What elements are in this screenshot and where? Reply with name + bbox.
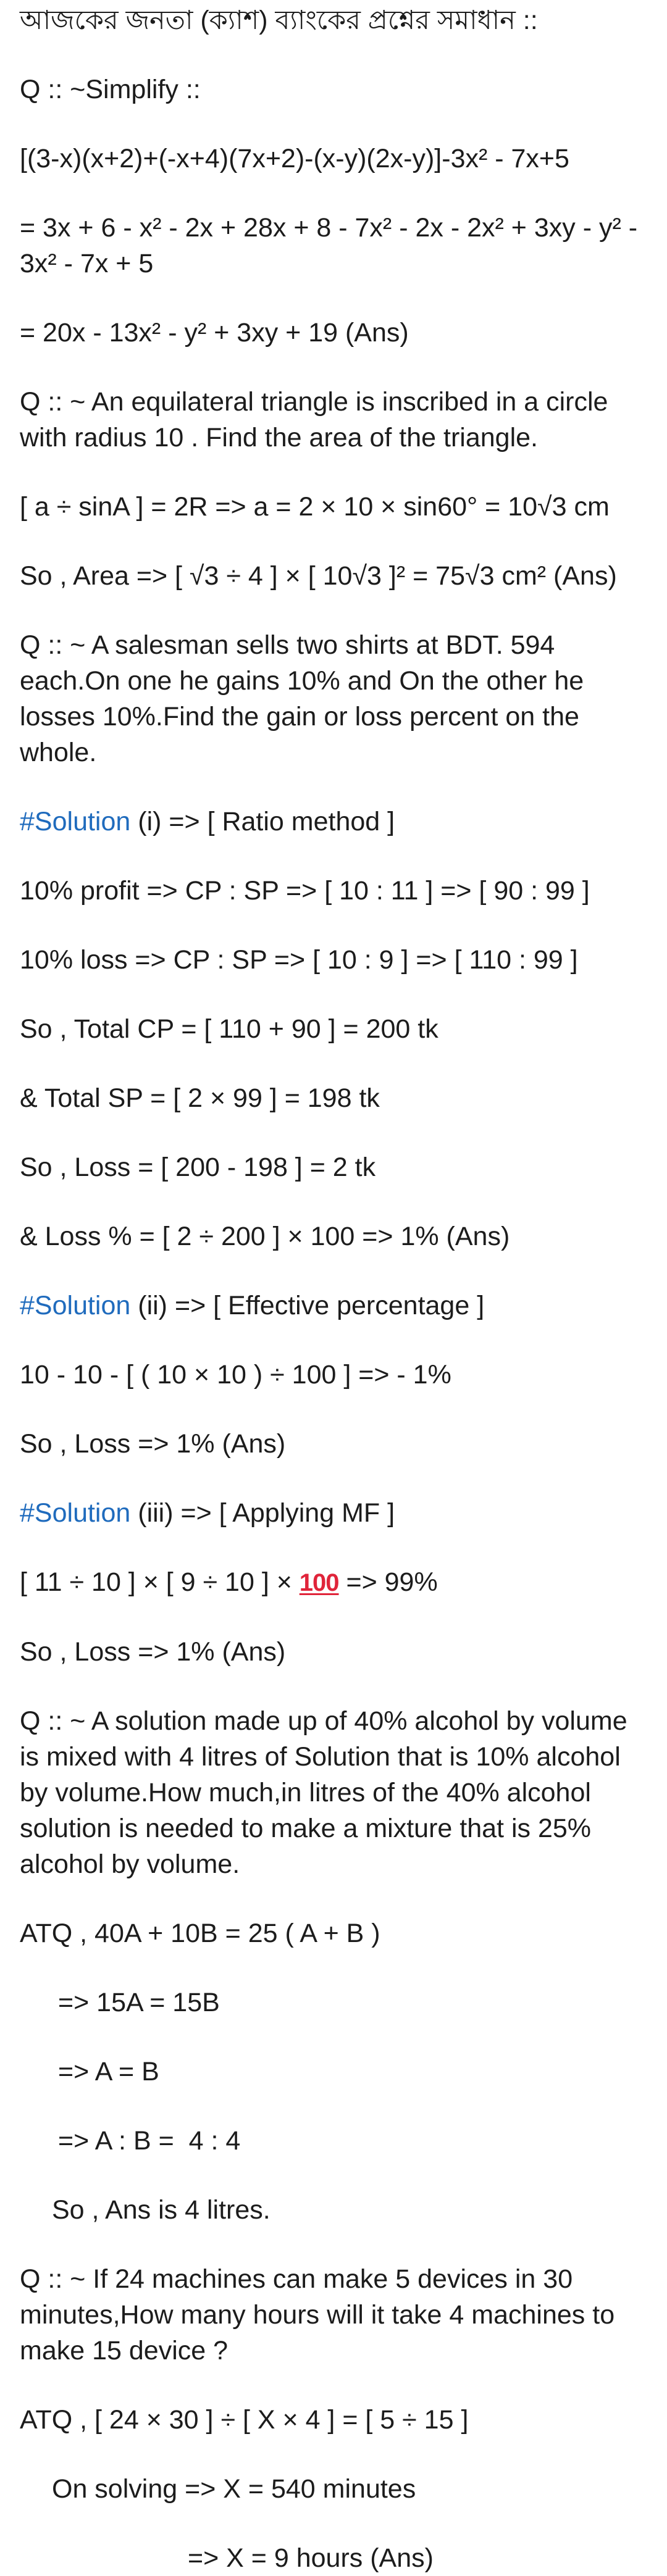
q3-total-sp: & Total SP = [ 2 × 99 ] = 198 tk: [20, 1083, 380, 1113]
q1-answer: = 20x - 13x² - y² + 3xy + 19 (Ans): [20, 318, 409, 348]
q3-solution-1-heading: #Solution (i) => [ Ratio method ]: [20, 804, 646, 840]
solution-1-label: (i) => [ Ratio method ]: [130, 807, 395, 836]
solution-hashtag-link[interactable]: #Solution: [20, 1498, 131, 1528]
mf-suffix: => 99%: [338, 1567, 438, 1597]
q3-solution-2-heading: #Solution (ii) => [ Effective percentage…: [20, 1288, 646, 1323]
q3-effective-line: 10 - 10 - [ ( 10 × 10 ) ÷ 100 ] => - 1%: [20, 1360, 451, 1390]
q5-solving: On solving => X = 540 minutes: [52, 2474, 416, 2504]
q3-mf-line: [ 11 ÷ 10 ] × [ 9 ÷ 10 ] × 100 => 99%: [20, 1564, 646, 1601]
post-heading: আজকের জনতা (ক্যাশ) ব্যাংকের প্রশ্নের সমা…: [20, 6, 538, 35]
q1-title: Q :: ~Simplify ::: [20, 75, 201, 104]
q5-answer: => X = 9 hours (Ans): [188, 2543, 434, 2573]
q1-step: = 3x + 6 - x² - 2x + 28x + 8 - 7x² - 2x …: [20, 213, 645, 278]
q4-step-3: => A : B = 4 : 4: [58, 2126, 241, 2156]
q5-atq: ATQ , [ 24 × 30 ] ÷ [ X × 4 ] = [ 5 ÷ 15…: [20, 2405, 469, 2435]
q4-answer: So , Ans is 4 litres.: [52, 2195, 271, 2225]
q3-loss: So , Loss = [ 200 - 198 ] = 2 tk: [20, 1153, 376, 1182]
q2-answer: So , Area => [ √3 ÷ 4 ] × [ 10√3 ]² = 75…: [20, 561, 617, 591]
q4-title: Q :: ~ A solution made up of 40% alcohol…: [20, 1706, 635, 1879]
q3-solution-3-heading: #Solution (iii) => [ Applying MF ]: [20, 1495, 646, 1531]
q5-title: Q :: ~ If 24 machines can make 5 devices…: [20, 2264, 623, 2366]
q3-total-cp: So , Total CP = [ 110 + 90 ] = 200 tk: [20, 1014, 438, 1044]
q4-atq: ATQ , 40A + 10B = 25 ( A + B ): [20, 1919, 380, 1948]
q3-answer-2: So , Loss => 1% (Ans): [20, 1429, 286, 1459]
solution-2-label: (ii) => [ Effective percentage ]: [130, 1291, 485, 1320]
q4-step-2: => A = B: [58, 2057, 159, 2086]
q3-title: Q :: ~ A salesman sells two shirts at BD…: [20, 630, 592, 767]
q3-profit-line: 10% profit => CP : SP => [ 10 : 11 ] => …: [20, 876, 590, 906]
solution-hashtag-link[interactable]: #Solution: [20, 1291, 131, 1320]
q2-step: [ a ÷ sinA ] = 2R => a = 2 × 10 × sin60°…: [20, 492, 610, 522]
q4-step-1: => 15A = 15B: [58, 1988, 220, 2017]
q3-loss-line: 10% loss => CP : SP => [ 10 : 9 ] => [ 1…: [20, 945, 578, 975]
q3-answer-3: So , Loss => 1% (Ans): [20, 1637, 286, 1667]
solution-hashtag-link[interactable]: #Solution: [20, 807, 131, 836]
q2-title: Q :: ~ An equilateral triangle is inscri…: [20, 387, 616, 452]
mf-prefix: [ 11 ÷ 10 ] × [ 9 ÷ 10 ] ×: [20, 1567, 300, 1597]
q1-expression: [(3-x)(x+2)+(-x+4)(7x+2)-(x-y)(2x-y)]-3x…: [20, 144, 569, 173]
hundred-points-icon: 100: [299, 1569, 340, 1596]
q3-loss-percent: & Loss % = [ 2 ÷ 200 ] × 100 => 1% (Ans): [20, 1222, 510, 1251]
solution-3-label: (iii) => [ Applying MF ]: [130, 1498, 395, 1528]
